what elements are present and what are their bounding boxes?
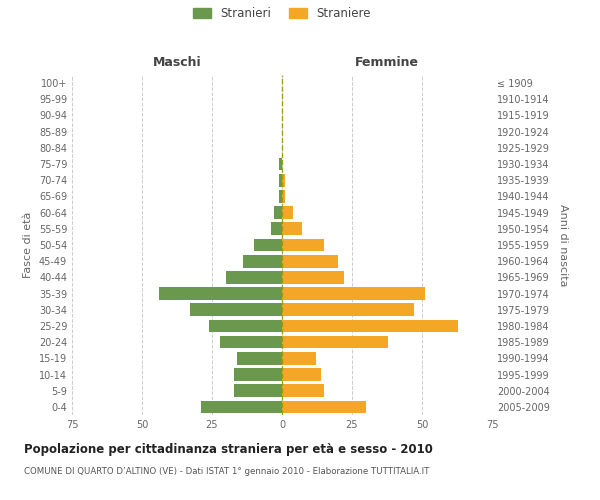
Text: COMUNE DI QUARTO D’ALTINO (VE) - Dati ISTAT 1° gennaio 2010 - Elaborazione TUTTI: COMUNE DI QUARTO D’ALTINO (VE) - Dati IS… (24, 468, 430, 476)
Bar (282, 174, 285, 186)
Bar (282, 400, 366, 413)
Bar (282, 304, 413, 316)
Bar (282, 271, 344, 283)
Bar (235, 384, 282, 397)
Bar (243, 255, 282, 268)
Bar (282, 368, 321, 381)
Bar (235, 368, 282, 381)
Bar (226, 271, 282, 283)
Bar (282, 336, 388, 348)
Bar (279, 158, 282, 170)
Bar (209, 320, 282, 332)
Bar (279, 190, 282, 202)
Bar (282, 288, 425, 300)
Bar (271, 222, 282, 235)
Text: Femmine: Femmine (355, 56, 419, 68)
Bar (220, 336, 282, 348)
Bar (282, 238, 324, 252)
Y-axis label: Fasce di età: Fasce di età (23, 212, 33, 278)
Bar (237, 352, 282, 364)
Bar (274, 206, 282, 219)
Bar (282, 320, 458, 332)
Text: Maschi: Maschi (152, 56, 202, 68)
Y-axis label: Anni di nascita: Anni di nascita (558, 204, 568, 286)
Bar (190, 304, 282, 316)
Bar (282, 190, 285, 202)
Legend: Stranieri, Straniere: Stranieri, Straniere (188, 2, 376, 25)
Bar (159, 288, 282, 300)
Bar (282, 222, 302, 235)
Bar (254, 238, 282, 252)
Bar (282, 384, 324, 397)
Bar (282, 206, 293, 219)
Bar (282, 352, 316, 364)
Bar (201, 400, 282, 413)
Bar (282, 255, 338, 268)
Bar (279, 174, 282, 186)
Text: Popolazione per cittadinanza straniera per età e sesso - 2010: Popolazione per cittadinanza straniera p… (24, 442, 433, 456)
